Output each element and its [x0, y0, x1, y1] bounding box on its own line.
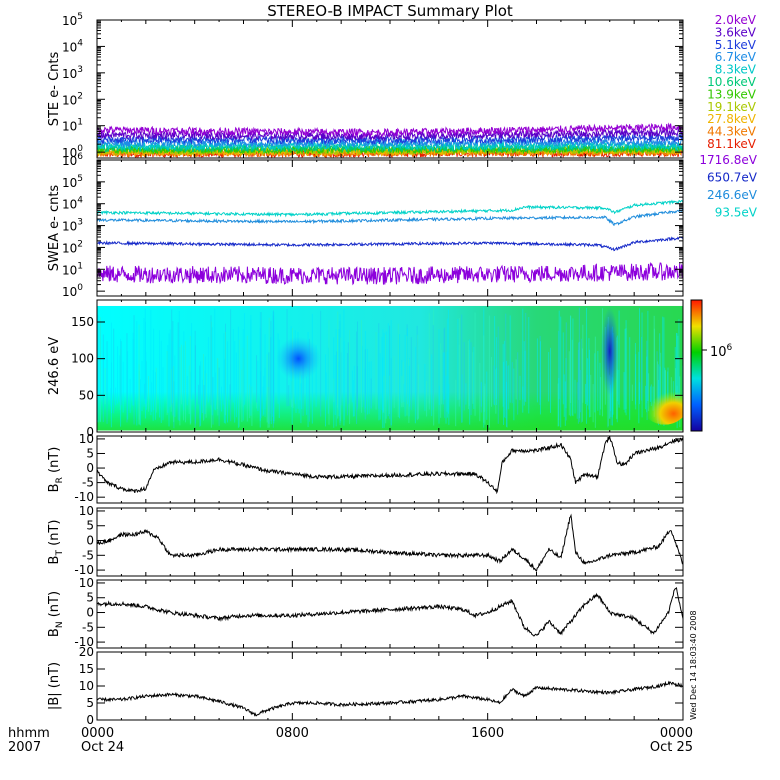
ste-ytick-label: 104 — [62, 38, 83, 54]
field-br-ytick-label: -10 — [74, 490, 94, 504]
ste-ytick-label: 103 — [62, 65, 83, 81]
field-br-trace — [96, 435, 684, 495]
field-bt-ytick-label: -10 — [74, 563, 94, 577]
swea-ytick-label: 103 — [62, 218, 83, 234]
heatmap-feature — [276, 336, 321, 381]
ste-legend-entry: 5.1keV — [715, 38, 757, 52]
heatmap-feature — [642, 388, 683, 425]
swea-ytick-label: 106 — [62, 152, 83, 168]
swea-series-93.5eV — [96, 199, 684, 218]
colorbar-scale — [690, 299, 703, 432]
heatmap-ytick-label: 150 — [71, 315, 94, 329]
ste-legend-entry: 2.0keV — [715, 13, 757, 27]
figure-title: STEREO-B IMPACT Summary Plot — [267, 2, 513, 20]
field-b-ytick-label: 15 — [79, 662, 94, 676]
ste-legend-entry: 10.6keV — [707, 75, 757, 89]
field-br-ytick-label: 10 — [79, 432, 94, 446]
field-br-panel-frame — [96, 435, 684, 504]
swea-ylabel: SWEA e- cnts — [47, 185, 62, 272]
field-b-ytick-label: 5 — [86, 696, 94, 710]
field-b-ytick-label: 10 — [79, 679, 94, 693]
field-bt-ytick-label: 0 — [86, 534, 94, 548]
ste-legend-entry: 6.7keV — [715, 50, 757, 64]
ste-legend-entry: 81.1keV — [707, 137, 757, 151]
field-b-panel-frame — [96, 651, 684, 721]
colorbar-tick-label: 106 — [710, 343, 733, 360]
field-bn-ytick-label: 0 — [86, 606, 94, 620]
swea-series-246.6eV — [96, 207, 684, 227]
ste-legend-entry: 3.6keV — [715, 25, 757, 39]
ste-ytick-label: 105 — [62, 12, 83, 28]
heatmap-feature — [600, 307, 619, 396]
field-bt-ytick-label: 5 — [86, 519, 94, 533]
swea-series-650.7eV — [96, 236, 684, 252]
swea-ytick-label: 104 — [62, 196, 83, 212]
heatmap-top-margin — [97, 303, 683, 306]
ste-ylabel: STE e- Cnts — [47, 51, 62, 126]
ste-series-6.7keV — [96, 137, 684, 149]
heatmap-ytick-label: 0 — [86, 425, 94, 439]
field-br-ytick-label: -5 — [82, 476, 94, 490]
ste-series-5.1keV — [96, 133, 684, 146]
swea-ytick-label: 102 — [62, 239, 83, 255]
field-bn-ytick-label: -5 — [82, 620, 94, 634]
field-bt-ylabel: BT (nT) — [47, 520, 65, 565]
field-bt-ytick-label: 10 — [79, 504, 94, 518]
swea-legend: 1716.8eV 650.7eV 246.6eV 93.5eV — [699, 153, 757, 220]
field-br-ytick-label: 0 — [86, 461, 94, 475]
field-bn-ylabel: BN (nT) — [47, 591, 65, 637]
swea-legend-entry: 1716.8eV — [699, 153, 757, 167]
field-b-ytick-label: 0 — [86, 713, 94, 727]
field-b-trace — [96, 680, 684, 717]
field-bn-ytick-label: 10 — [79, 576, 94, 590]
swea-legend-entry: 650.7eV — [707, 171, 758, 185]
swea-series-1716.8eV — [96, 261, 684, 286]
field-bn-ytick-label: 5 — [86, 591, 94, 605]
field-bt-panel-frame — [96, 507, 684, 577]
field-bt-trace — [96, 513, 684, 572]
field-b-ytick-label: 20 — [79, 645, 94, 659]
time-tick-date-label: Oct 25 — [650, 740, 693, 755]
time-tick-label: 1600 — [471, 726, 504, 741]
swea-ytick-label: 100 — [62, 283, 83, 299]
ste-legend: 2.0keV3.6keV5.1keV6.7keV8.3keV10.6keV13.… — [707, 13, 757, 151]
time-tick-label: 0000 — [660, 726, 693, 741]
ste-legend-entry: 8.3keV — [715, 63, 757, 77]
swea-legend-entry: 93.5eV — [715, 206, 758, 220]
ste-ytick-label: 100 — [62, 144, 83, 160]
field-br-ytick-label: 5 — [86, 446, 94, 460]
field-bt-ytick-label: -5 — [82, 548, 94, 562]
field-br-ylabel: BR (nT) — [47, 447, 65, 493]
heatmap-ylabel: 246.6 eV — [47, 337, 62, 395]
timestamp-stamp: Wed Dec 14 18:03:40 2008 — [689, 610, 698, 720]
time-tick-label: 0000 — [81, 726, 114, 741]
time-axis-label-bottom: 2007 — [8, 740, 41, 755]
heatmap-field — [97, 303, 683, 432]
ste-legend-entry: 27.8keV — [707, 112, 757, 126]
ste-legend-entry: 13.9keV — [707, 87, 757, 101]
swea-legend-entry: 246.6eV — [707, 188, 758, 202]
ste-legend-entry: 44.3keV — [707, 125, 757, 139]
time-tick-date-label: Oct 24 — [81, 740, 124, 755]
colorbar: 106 — [690, 299, 733, 432]
heatmap-ytick-label: 50 — [79, 388, 94, 402]
time-tick-label: 0800 — [276, 726, 309, 741]
time-axis-label-top: hhmm — [8, 726, 50, 741]
field-b-ylabel: |B| (nT) — [47, 662, 62, 710]
field-bn-ytick-label: -10 — [74, 635, 94, 649]
ste-ytick-label: 102 — [62, 91, 83, 107]
heatmap-ytick-label: 100 — [71, 352, 94, 366]
swea-ytick-label: 101 — [62, 261, 83, 277]
ste-series-2.0keV — [96, 122, 684, 138]
ste-ytick-label: 101 — [62, 118, 83, 134]
swea-ytick-label: 105 — [62, 174, 83, 190]
ste-legend-entry: 19.1keV — [707, 100, 757, 114]
field-bn-trace — [96, 586, 684, 637]
ste-series-8.3keV — [96, 140, 684, 152]
